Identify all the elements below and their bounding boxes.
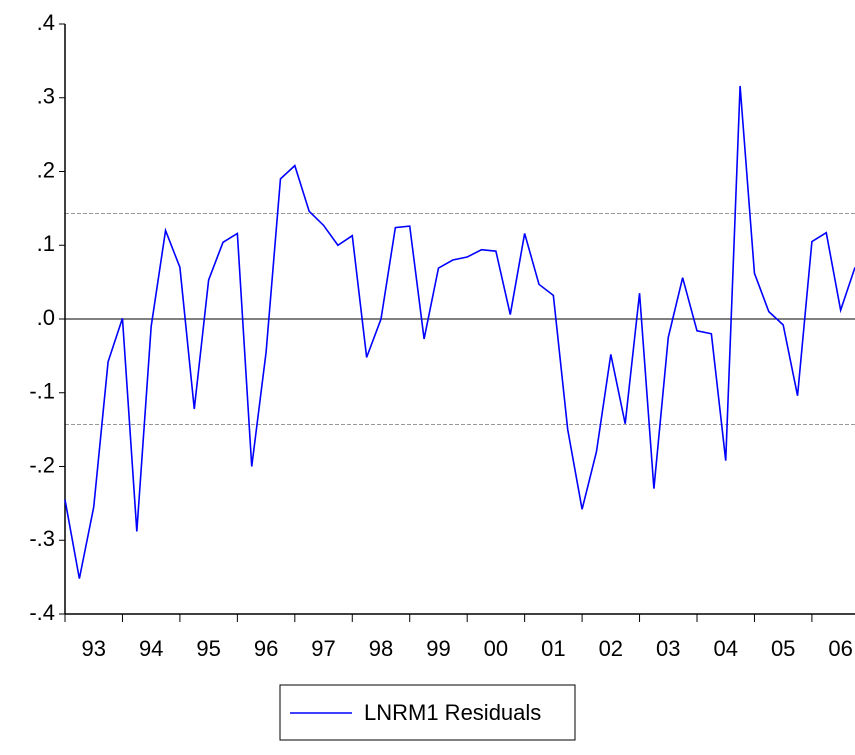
x-tick-label: 04 <box>713 636 737 661</box>
y-tick-label: -.3 <box>29 526 55 551</box>
series-line <box>64 85 855 579</box>
legend-label: LNRM1 Residuals <box>364 700 541 725</box>
x-tick-label: 01 <box>541 636 565 661</box>
x-tick-label: 05 <box>771 636 795 661</box>
x-tick-label: 00 <box>484 636 508 661</box>
y-tick-label: .1 <box>37 231 55 256</box>
y-tick-label: .2 <box>37 157 55 182</box>
x-tick-label: 02 <box>599 636 623 661</box>
x-tick-label: 99 <box>426 636 450 661</box>
y-tick-label: -.4 <box>29 600 55 625</box>
x-tick-label: 95 <box>196 636 220 661</box>
y-tick-label: .4 <box>37 10 55 35</box>
x-tick-label: 93 <box>81 636 105 661</box>
y-tick-label: -.1 <box>29 379 55 404</box>
y-tick-label: .0 <box>37 305 55 330</box>
y-tick-label: -.2 <box>29 452 55 477</box>
x-tick-label: 98 <box>369 636 393 661</box>
x-tick-label: 94 <box>139 636 163 661</box>
x-tick-label: 03 <box>656 636 680 661</box>
y-tick-label: .3 <box>37 84 55 109</box>
x-tick-label: 96 <box>254 636 278 661</box>
x-tick-label: 97 <box>311 636 335 661</box>
x-tick-label: 06 <box>828 636 852 661</box>
